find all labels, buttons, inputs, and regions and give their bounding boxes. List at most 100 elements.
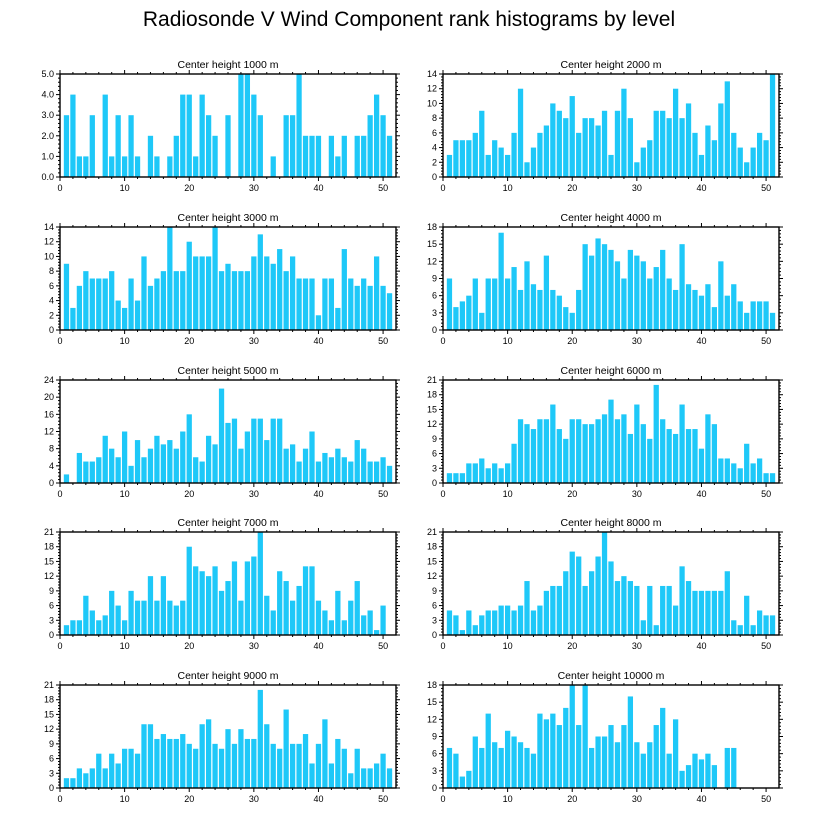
histogram-bar (705, 125, 711, 177)
histogram-bar (679, 770, 685, 788)
histogram-bar (63, 474, 70, 483)
x-tick-label: 20 (567, 336, 577, 346)
histogram-bar (563, 707, 569, 788)
histogram-bar (756, 301, 763, 330)
histogram-bar (173, 605, 179, 635)
y-tick-label: 1.0 (41, 151, 54, 161)
histogram-bar (550, 103, 556, 177)
histogram-bar (627, 249, 634, 330)
histogram-bar (550, 289, 556, 330)
histogram-bar (718, 590, 724, 635)
y-tick-label: 21 (427, 527, 437, 537)
histogram-bar (692, 429, 698, 483)
histogram-bar (270, 156, 276, 177)
y-tick-label: 4 (432, 143, 437, 153)
histogram-bar (524, 747, 530, 788)
histogram-bar (608, 249, 614, 330)
histogram-bar (128, 115, 134, 177)
histogram-bar (173, 135, 179, 177)
histogram-bar (621, 576, 627, 635)
histogram-bar (141, 600, 147, 635)
x-tick-label: 40 (313, 183, 323, 193)
histogram-bar (335, 738, 341, 788)
histogram-bar (186, 241, 192, 330)
panel-9: Center height 9000 m 0 3 6 9 12 15 18 21 0 10 20 30 4… (44, 670, 400, 804)
histogram-bar (302, 566, 309, 635)
histogram-bar (115, 300, 121, 330)
histogram-bar (257, 418, 263, 483)
histogram-bar (550, 713, 556, 788)
x-tick-label: 30 (632, 794, 642, 804)
histogram-bar (121, 307, 128, 330)
y-tick-label: 8 (49, 266, 54, 276)
histogram-bar (504, 730, 511, 788)
panel-title: Center height 8000 m (561, 517, 662, 529)
histogram-bar (479, 747, 485, 788)
histogram-bar (640, 261, 646, 330)
histogram-bar (627, 433, 634, 483)
x-tick-label: 50 (378, 489, 388, 499)
histogram-bar (193, 156, 199, 177)
histogram-bar (283, 448, 289, 483)
histogram-bar (238, 729, 244, 788)
x-tick-label: 10 (120, 489, 130, 499)
histogram-bar (530, 753, 537, 788)
histogram-bar (109, 448, 115, 483)
y-tick-label: 6 (432, 291, 437, 301)
histogram-bar (582, 244, 588, 330)
histogram-bar (517, 419, 524, 483)
histogram-bar (315, 461, 322, 483)
histogram-bar (167, 600, 173, 635)
histogram-bar (128, 748, 134, 788)
histogram-bar (692, 132, 698, 177)
histogram-bar (205, 576, 212, 635)
y-tick-label: 5.0 (41, 69, 54, 79)
histogram-bar (121, 156, 128, 177)
histogram-bar (322, 610, 328, 635)
histogram-bar (614, 110, 621, 177)
histogram-bar (750, 625, 756, 635)
histogram-bar (737, 468, 743, 483)
histogram-bar (595, 736, 601, 788)
histogram-bar (354, 440, 360, 483)
histogram-bar (530, 610, 537, 635)
x-tick-label: 10 (503, 794, 513, 804)
histogram-bar (537, 289, 543, 330)
histogram-bar (763, 140, 769, 177)
histogram-bar (180, 94, 186, 177)
histogram-bar (76, 285, 83, 330)
x-tick-label: 20 (184, 641, 194, 651)
y-tick-label: 3 (432, 463, 437, 473)
histogram-bar (141, 256, 147, 330)
histogram-bar (354, 135, 360, 177)
histogram-bar (744, 312, 750, 330)
histogram-bar (386, 768, 393, 788)
histogram-bar (328, 763, 335, 788)
histogram-bar (634, 162, 640, 177)
histogram-bar (309, 566, 315, 635)
histogram-bar (322, 719, 328, 788)
histogram-bar (556, 295, 562, 330)
histogram-bar (556, 585, 562, 635)
histogram-bar (588, 747, 595, 788)
histogram-bar (109, 590, 115, 635)
y-tick-label: 10 (44, 251, 54, 261)
histogram-bar (154, 156, 160, 177)
histogram-bar (348, 600, 354, 635)
histogram-bar (446, 747, 453, 788)
histogram-bar (225, 422, 231, 483)
histogram-bar (277, 249, 283, 330)
histogram-bar (569, 551, 575, 635)
histogram-bar (238, 448, 244, 483)
histogram-bar (322, 452, 328, 483)
y-tick-label: 12 (427, 84, 437, 94)
x-tick-label: 30 (632, 489, 642, 499)
histogram-bar (251, 256, 257, 330)
histogram-bar (640, 753, 646, 788)
histogram-bar (569, 312, 575, 330)
histogram-bar (218, 388, 225, 483)
histogram-bar (769, 312, 776, 330)
histogram-bar (672, 605, 679, 635)
histogram-bar (498, 747, 504, 788)
histogram-bar (737, 147, 743, 177)
